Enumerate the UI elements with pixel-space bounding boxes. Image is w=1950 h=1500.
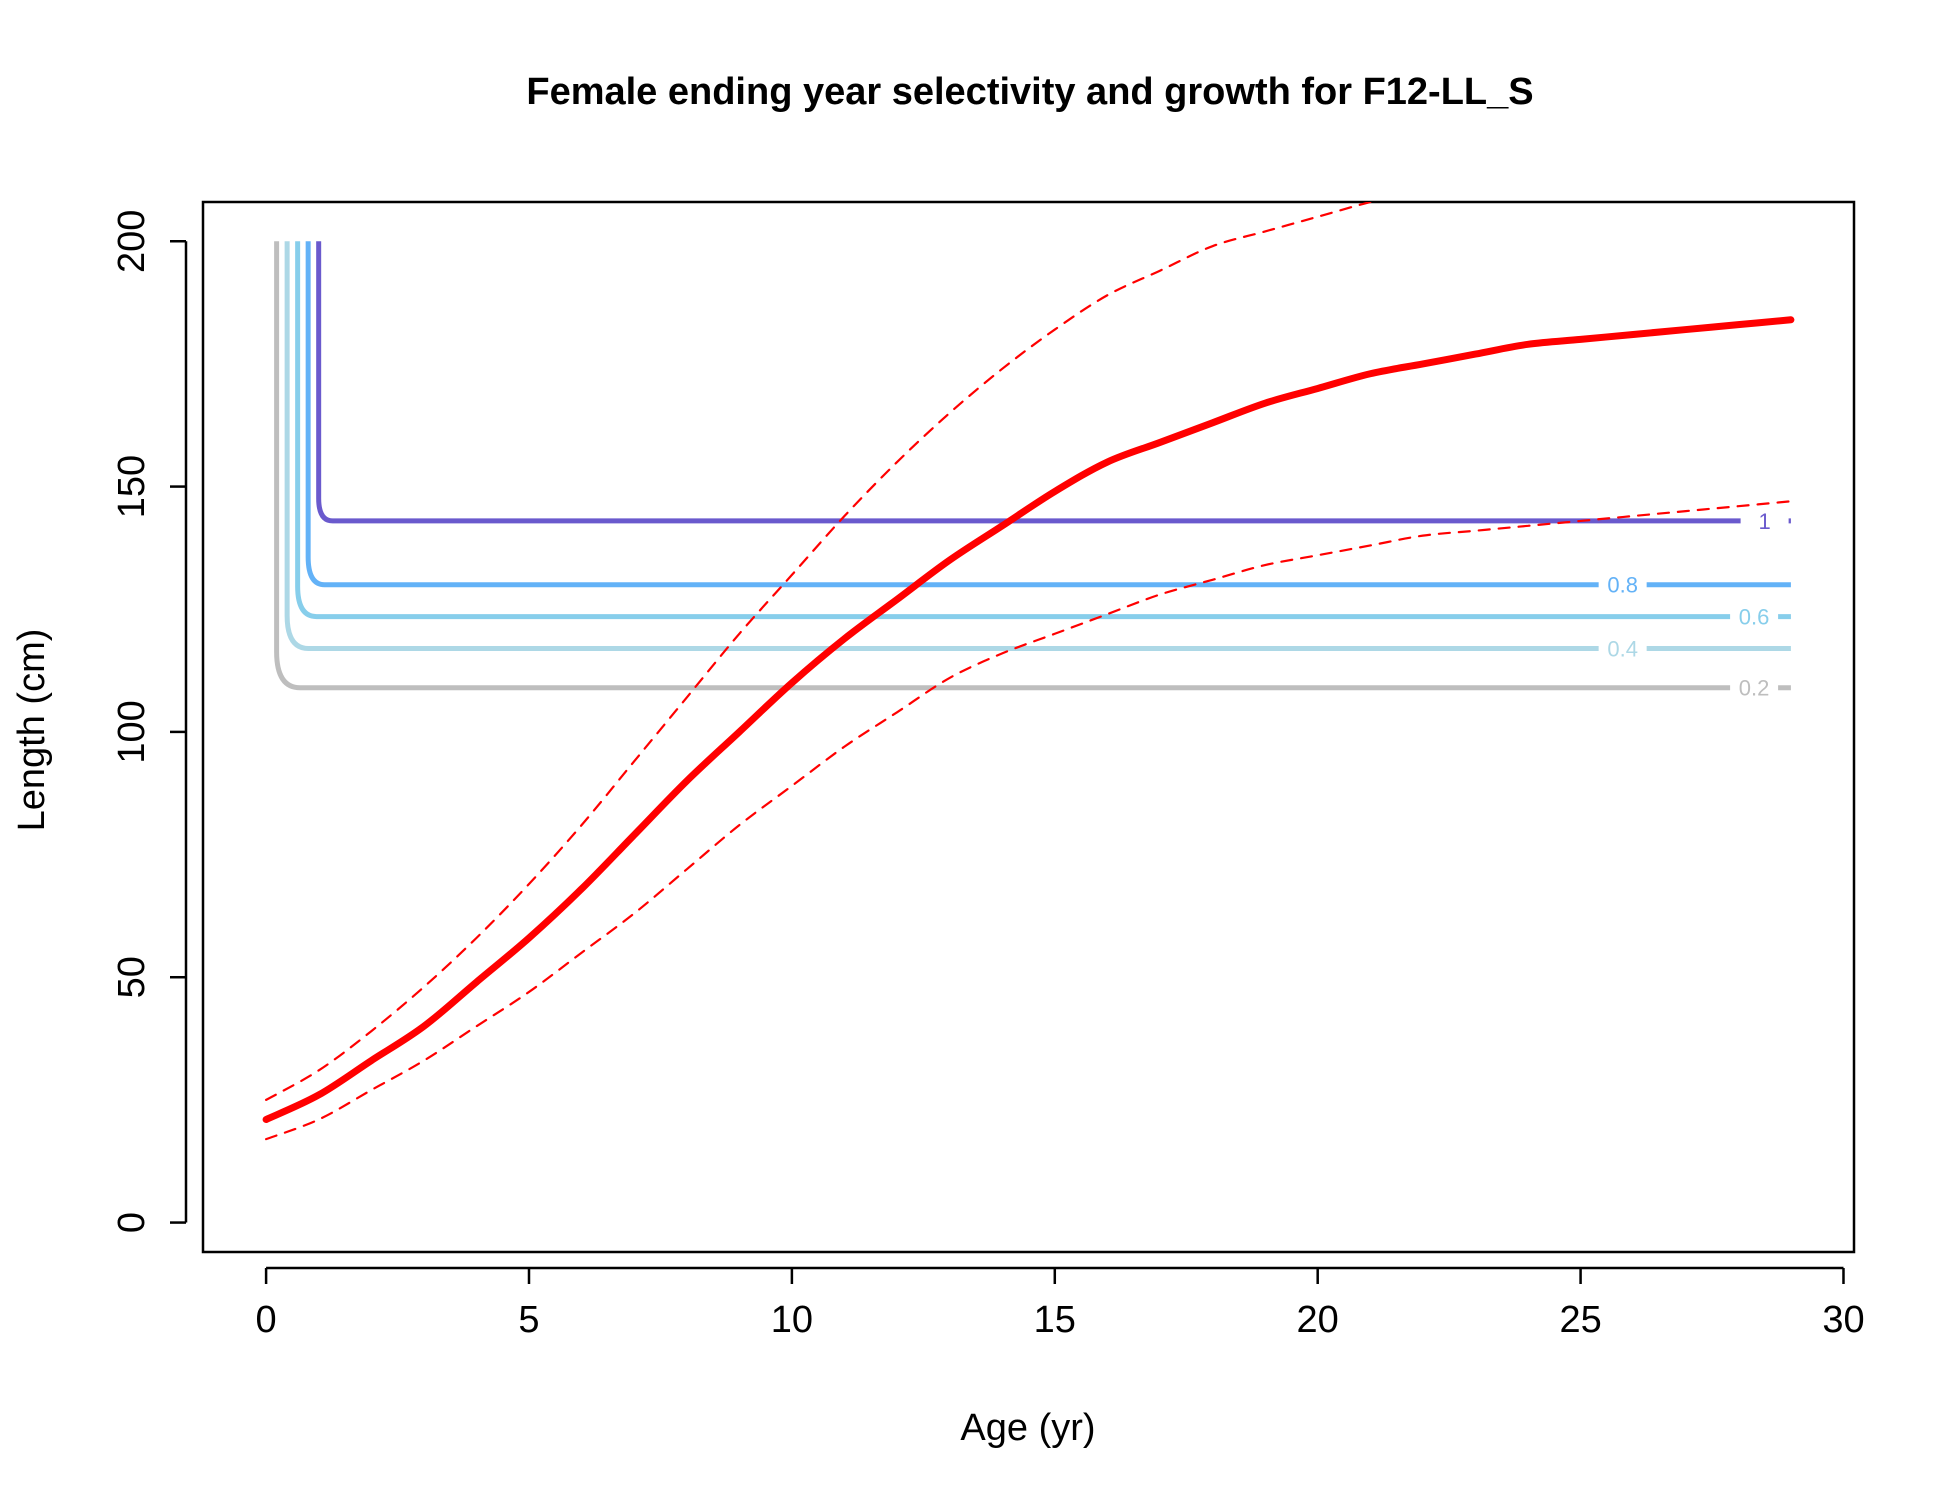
upper-interval-line: [264, 202, 1375, 1101]
lower-interval-line: [264, 500, 1792, 1141]
contour-label-bg: [1598, 634, 1647, 663]
y-axis: 0 50 100 150 200: [111, 210, 188, 1233]
contour-line: [316, 241, 1791, 524]
y-tick-label: 150: [111, 455, 153, 518]
contour-label: 0.4: [1607, 636, 1638, 661]
plot-area-frame: [201, 200, 1856, 1254]
contour-label: 0.6: [1739, 605, 1770, 630]
x-axis-label: Age (yr): [960, 1407, 1095, 1449]
y-axis-label: Length (cm): [11, 629, 53, 832]
chart-title: Female ending year selectivity and growt…: [526, 71, 1533, 113]
contour-label-bg: [1730, 673, 1779, 702]
contour-label: 0.2: [1739, 676, 1770, 701]
x-tick-label: 5: [518, 1299, 539, 1341]
selectivity-contours: 0.2 0.4 0.6 0.8 1: [274, 241, 1791, 702]
y-tick-label: 50: [111, 956, 153, 998]
y-tick-label: 100: [111, 700, 153, 763]
y-tick-label: 200: [111, 210, 153, 273]
contour-line: [284, 241, 1791, 651]
contour-label: 0.8: [1607, 573, 1638, 598]
x-tick-label: 20: [1297, 1299, 1339, 1341]
x-tick-label: 10: [771, 1299, 813, 1341]
x-tick-label: 15: [1034, 1299, 1076, 1341]
x-axis: 0 5 10 15 20 25 30: [256, 1266, 1865, 1341]
contour-line: [274, 241, 1791, 691]
x-tick-label: 0: [256, 1299, 277, 1341]
growth-series: [262, 202, 1795, 1141]
contour-line: [295, 241, 1791, 620]
contour-label-bg: [1730, 602, 1779, 631]
contour-label-bg: [1598, 570, 1647, 599]
growth-curve-line: [262, 316, 1795, 1124]
y-tick-label: 0: [111, 1212, 153, 1233]
contour-label: 1: [1758, 509, 1770, 534]
x-tick-label: 25: [1559, 1299, 1601, 1341]
contour-line: [305, 241, 1791, 588]
contour-label-bg: [1740, 506, 1789, 535]
x-tick-label: 30: [1822, 1299, 1864, 1341]
